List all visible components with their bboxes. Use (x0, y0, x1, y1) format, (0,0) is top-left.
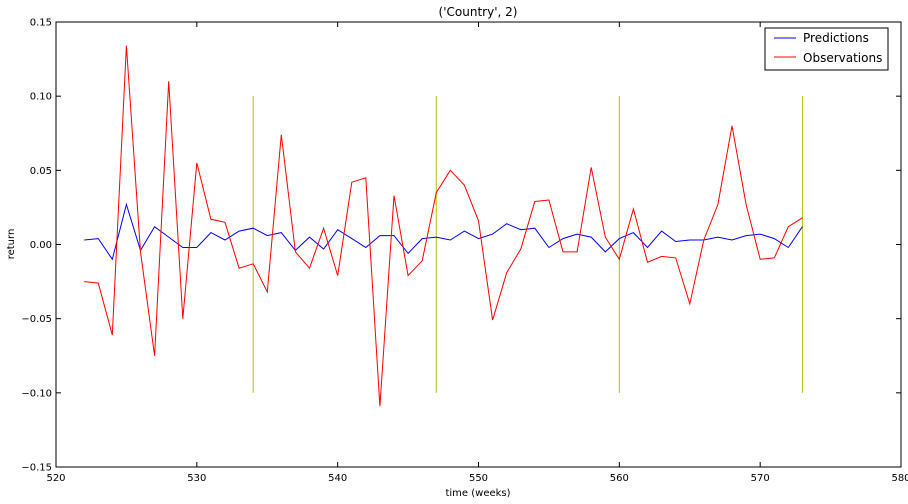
x-axis-label: time (weeks) (445, 488, 510, 499)
x-tick-label: 550 (469, 473, 488, 484)
y-tick-label: 0.15 (30, 18, 52, 29)
x-axis-ticks: 520 530 540 550 560 570 580 (46, 22, 908, 484)
y-axis-label: return (6, 229, 17, 260)
x-tick-label: 540 (328, 473, 347, 484)
y-tick-label: 0.00 (30, 240, 52, 251)
y-tick-label: 0.05 (30, 166, 52, 177)
y-tick-label: −0.10 (21, 388, 52, 399)
legend: Predictions Observations (764, 27, 889, 71)
x-tick-label: 580 (891, 473, 908, 484)
chart-title: ('Country', 2) (439, 5, 518, 19)
vertical-markers (252, 96, 803, 393)
y-axis-ticks: −0.15 −0.10 −0.05 0.00 0.05 0.10 0.15 (21, 18, 901, 474)
legend-label-observations: Observations (803, 51, 882, 65)
series-layer (84, 45, 803, 407)
x-tick-label: 520 (46, 473, 65, 484)
x-tick-label: 560 (610, 473, 629, 484)
series-line-observations (84, 45, 803, 407)
y-tick-label: −0.15 (21, 463, 52, 474)
legend-label-predictions: Predictions (803, 31, 869, 45)
series-line-predictions (84, 202, 803, 261)
plot-background (56, 22, 901, 467)
legend-box (764, 27, 889, 71)
x-tick-label: 570 (751, 473, 770, 484)
x-tick-label: 530 (187, 473, 206, 484)
y-tick-label: −0.05 (21, 314, 52, 325)
y-tick-label: 0.10 (30, 92, 52, 103)
